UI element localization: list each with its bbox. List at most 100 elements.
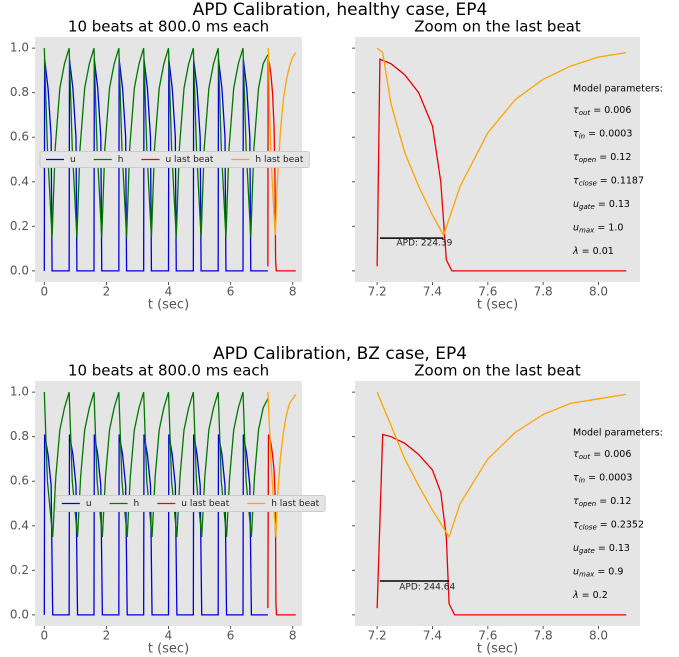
params-title: Model parameters: — [573, 84, 663, 95]
param-subscript: in — [579, 477, 585, 485]
x-tick-label: 7.8 — [534, 285, 553, 299]
param-value: = 0.13 — [595, 543, 630, 554]
x-tick-label: 7.6 — [478, 629, 497, 643]
params-title: Model parameters: — [573, 428, 663, 439]
legend-label: h — [134, 499, 140, 509]
legend-label: h last beat — [271, 499, 319, 509]
figure-title: APD Calibration, healthy case, EP4 — [193, 0, 488, 20]
x-tick-label: 0 — [40, 285, 48, 299]
param-subscript: close — [579, 180, 597, 188]
param-subscript: gate — [579, 203, 595, 211]
param: λ = 0.01 — [572, 246, 614, 257]
y-tick-label: 0.8 — [10, 85, 29, 99]
param-subscript: close — [579, 524, 597, 532]
param-symbol: τ — [573, 472, 579, 483]
legend-label: u — [70, 155, 76, 165]
param: τout = 0.006 — [573, 449, 631, 462]
legend-label: u — [86, 499, 92, 509]
param: λ = 0.2 — [572, 590, 608, 601]
y-tick-label: 0.6 — [10, 130, 29, 144]
y-tick-label: 0.2 — [10, 219, 29, 233]
subplot-title: 10 beats at 800.0 ms each — [68, 18, 269, 36]
x-axis-label: t (sec) — [477, 298, 518, 313]
param: τopen = 0.12 — [573, 496, 631, 509]
series-line — [376, 58, 627, 272]
legend: u h u last beat h last beat — [39, 151, 310, 168]
series-line — [267, 48, 297, 236]
param-value: = 1.0 — [594, 222, 623, 233]
x-tick-label: 7.2 — [368, 285, 387, 299]
subplot-title: Zoom on the last beat — [414, 18, 581, 36]
subplot-title: 10 beats at 800.0 ms each — [68, 362, 269, 380]
x-tick-label: 8 — [289, 629, 297, 643]
param-subscript: open — [579, 500, 596, 508]
param-symbol: τ — [573, 496, 579, 507]
x-tick-label: 6 — [227, 629, 235, 643]
plot-area — [355, 381, 640, 626]
x-axis-label: t (sec) — [477, 642, 518, 657]
y-tick-label: 0.0 — [10, 607, 29, 621]
series-line — [43, 391, 269, 537]
param: ugate = 0.13 — [573, 199, 630, 212]
param-subscript: in — [579, 133, 585, 141]
param-subscript: max — [579, 571, 595, 579]
y-tick-label: 0.6 — [10, 474, 29, 488]
legend-box — [55, 495, 326, 512]
y-tick-label: 0.8 — [10, 429, 29, 443]
param-value: = 0.9 — [594, 566, 623, 577]
param-symbol: λ — [572, 246, 579, 257]
param-value: = 0.2 — [579, 590, 608, 601]
param: ugate = 0.13 — [573, 543, 630, 556]
legend-label: h last beat — [255, 155, 303, 165]
param-subscript: max — [579, 227, 595, 235]
x-tick-label: 8.0 — [589, 285, 608, 299]
param-value: = 0.0003 — [585, 472, 632, 483]
param-symbol: τ — [573, 152, 579, 163]
legend-label: u last beat — [181, 499, 229, 509]
param-value: = 0.12 — [596, 152, 631, 163]
apd-annotation: APD: 244.64 — [399, 583, 455, 593]
param: umax = 0.9 — [573, 566, 623, 579]
figure-title: APD Calibration, BZ case, EP4 — [213, 344, 467, 364]
x-tick-label: 7.8 — [534, 629, 553, 643]
param-subscript: out — [579, 109, 591, 117]
series-line — [267, 434, 296, 616]
param-value: = 0.13 — [595, 199, 630, 210]
x-tick-label: 2 — [103, 629, 111, 643]
x-tick-label: 2 — [103, 285, 111, 299]
subplot-title: Zoom on the last beat — [414, 362, 581, 380]
x-tick-label: 7.6 — [478, 285, 497, 299]
x-tick-label: 0 — [40, 629, 48, 643]
param-symbol: u — [573, 222, 579, 233]
x-tick-label: 8 — [289, 285, 297, 299]
param-subscript: gate — [579, 547, 595, 555]
legend-label: u last beat — [165, 155, 213, 165]
param-symbol: τ — [573, 449, 579, 460]
y-tick-label: 0.0 — [10, 263, 29, 277]
param: τclose = 0.1187 — [573, 175, 644, 188]
param-symbol: u — [573, 199, 579, 210]
x-tick-label: 4 — [165, 629, 173, 643]
x-axis-label: t (sec) — [148, 642, 189, 657]
param-symbol: τ — [573, 105, 579, 116]
param-symbol: τ — [573, 128, 579, 139]
x-tick-label: 4 — [165, 285, 173, 299]
legend-label: h — [118, 155, 124, 165]
param-value: = 0.01 — [579, 246, 614, 257]
param: τclose = 0.2352 — [573, 519, 644, 532]
param-symbol: u — [573, 543, 579, 554]
legend-box — [39, 151, 310, 168]
apd-annotation: APD: 224.39 — [397, 239, 453, 249]
y-tick-label: 1.0 — [10, 41, 29, 55]
param-symbol: λ — [572, 590, 579, 601]
param-subscript: open — [579, 156, 596, 164]
x-tick-label: 6 — [227, 285, 235, 299]
param-value: = 0.2352 — [597, 519, 644, 530]
x-tick-label: 7.2 — [368, 629, 387, 643]
y-tick-label: 1.0 — [10, 385, 29, 399]
legend: u h u last beat h last beat — [55, 495, 326, 512]
series-line — [43, 59, 268, 272]
param: τout = 0.006 — [573, 105, 631, 118]
param-symbol: τ — [573, 175, 579, 186]
series-line — [43, 434, 268, 616]
